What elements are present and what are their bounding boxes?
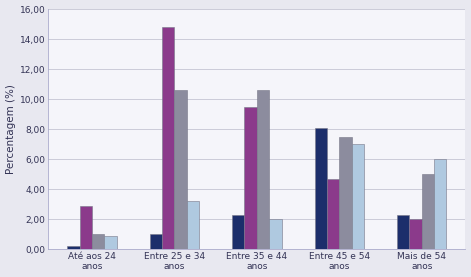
Bar — [244, 107, 257, 249]
Bar — [187, 201, 199, 249]
Bar — [397, 215, 409, 249]
Bar — [92, 234, 104, 249]
Bar — [104, 236, 117, 249]
Bar — [174, 90, 187, 249]
Bar — [269, 219, 282, 249]
Bar — [422, 174, 434, 249]
Bar — [434, 159, 447, 249]
Bar — [409, 219, 422, 249]
Bar — [162, 27, 174, 249]
Bar — [232, 215, 244, 249]
Bar — [80, 206, 92, 249]
Bar — [327, 179, 339, 249]
Y-axis label: Percentagem (%): Percentagem (%) — [6, 84, 16, 174]
Bar — [257, 90, 269, 249]
Bar — [315, 128, 327, 249]
Bar — [352, 144, 364, 249]
Bar — [150, 234, 162, 249]
Bar — [339, 137, 352, 249]
Bar — [67, 246, 80, 249]
